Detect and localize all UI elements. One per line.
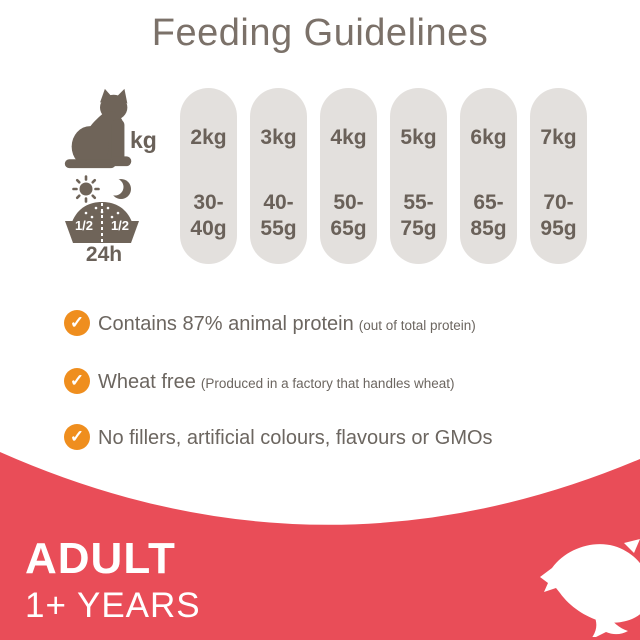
- weight-label: 3kg: [260, 126, 297, 149]
- weight-label: 6kg: [470, 126, 507, 149]
- amount-label: 70- 95g: [530, 190, 587, 242]
- amount-label: 40- 55g: [250, 190, 307, 242]
- check-icon: ✓: [64, 424, 90, 450]
- amount-bottom: 95g: [540, 217, 577, 240]
- benefit-text: No fillers, artificial colours, flavours…: [98, 427, 493, 449]
- amount-top: 70-: [543, 191, 574, 214]
- amount-top: 30-: [193, 191, 224, 214]
- fish-icon: [536, 537, 640, 640]
- amount-label: 55- 75g: [390, 190, 447, 242]
- amount-label: 65- 85g: [460, 190, 517, 242]
- benefit-note: (out of total protein): [358, 318, 476, 333]
- amount-bottom: 85g: [470, 217, 507, 240]
- amount-bottom: 75g: [400, 217, 437, 240]
- amount-top: 55-: [403, 191, 434, 214]
- weight-unit-label: kg: [130, 127, 157, 153]
- amount-bottom: 65g: [330, 217, 367, 240]
- check-icon: ✓: [64, 368, 90, 394]
- benefit-no-fillers: No fillers, artificial colours, flavours…: [98, 427, 498, 450]
- check-icon: ✓: [64, 310, 90, 336]
- page-title: Feeding Guidelines: [151, 12, 489, 54]
- benefit-text: Wheat free: [98, 371, 196, 393]
- portion-right-label: 1/2: [110, 218, 130, 233]
- weight-label: 4kg: [330, 126, 367, 149]
- feeding-column-4kg: 4kg 50- 65g: [320, 88, 377, 264]
- benefit-text: Contains 87% animal protein: [98, 313, 354, 335]
- feeding-column-7kg: 7kg 70- 95g: [530, 88, 587, 264]
- food-bowl-icon: 1/2 1/2: [62, 199, 142, 245]
- banner-background: [0, 440, 640, 640]
- amount-label: 50- 65g: [320, 190, 377, 242]
- amount-bottom: 55g: [260, 217, 297, 240]
- weight-label: 7kg: [540, 126, 577, 149]
- amount-label: 30- 40g: [180, 190, 237, 242]
- amount-top: 50-: [333, 191, 364, 214]
- period-label: 24h: [85, 243, 123, 266]
- amount-bottom: 40g: [190, 217, 227, 240]
- weight-label: 5kg: [400, 126, 437, 149]
- benefit-animal-protein: Contains 87% animal protein (out of total…: [98, 313, 476, 336]
- moon-icon: [106, 177, 132, 201]
- cat-icon: [60, 86, 140, 172]
- feeding-column-6kg: 6kg 65- 85g: [460, 88, 517, 264]
- life-stage-subtitle: 1+ YEARS: [25, 586, 201, 625]
- life-stage-title: ADULT: [25, 534, 176, 583]
- benefit-wheat-free: Wheat free (Produced in a factory that ha…: [98, 371, 454, 394]
- benefit-note: (Produced in a factory that handles whea…: [200, 376, 455, 391]
- weight-label: 2kg: [190, 126, 227, 149]
- amount-top: 65-: [473, 191, 504, 214]
- feeding-column-5kg: 5kg 55- 75g: [390, 88, 447, 264]
- amount-top: 40-: [263, 191, 294, 214]
- sun-icon: [72, 175, 100, 203]
- portion-left-label: 1/2: [74, 218, 94, 233]
- feeding-column-2kg: 2kg 30- 40g: [180, 88, 237, 264]
- feeding-column-3kg: 3kg 40- 55g: [250, 88, 307, 264]
